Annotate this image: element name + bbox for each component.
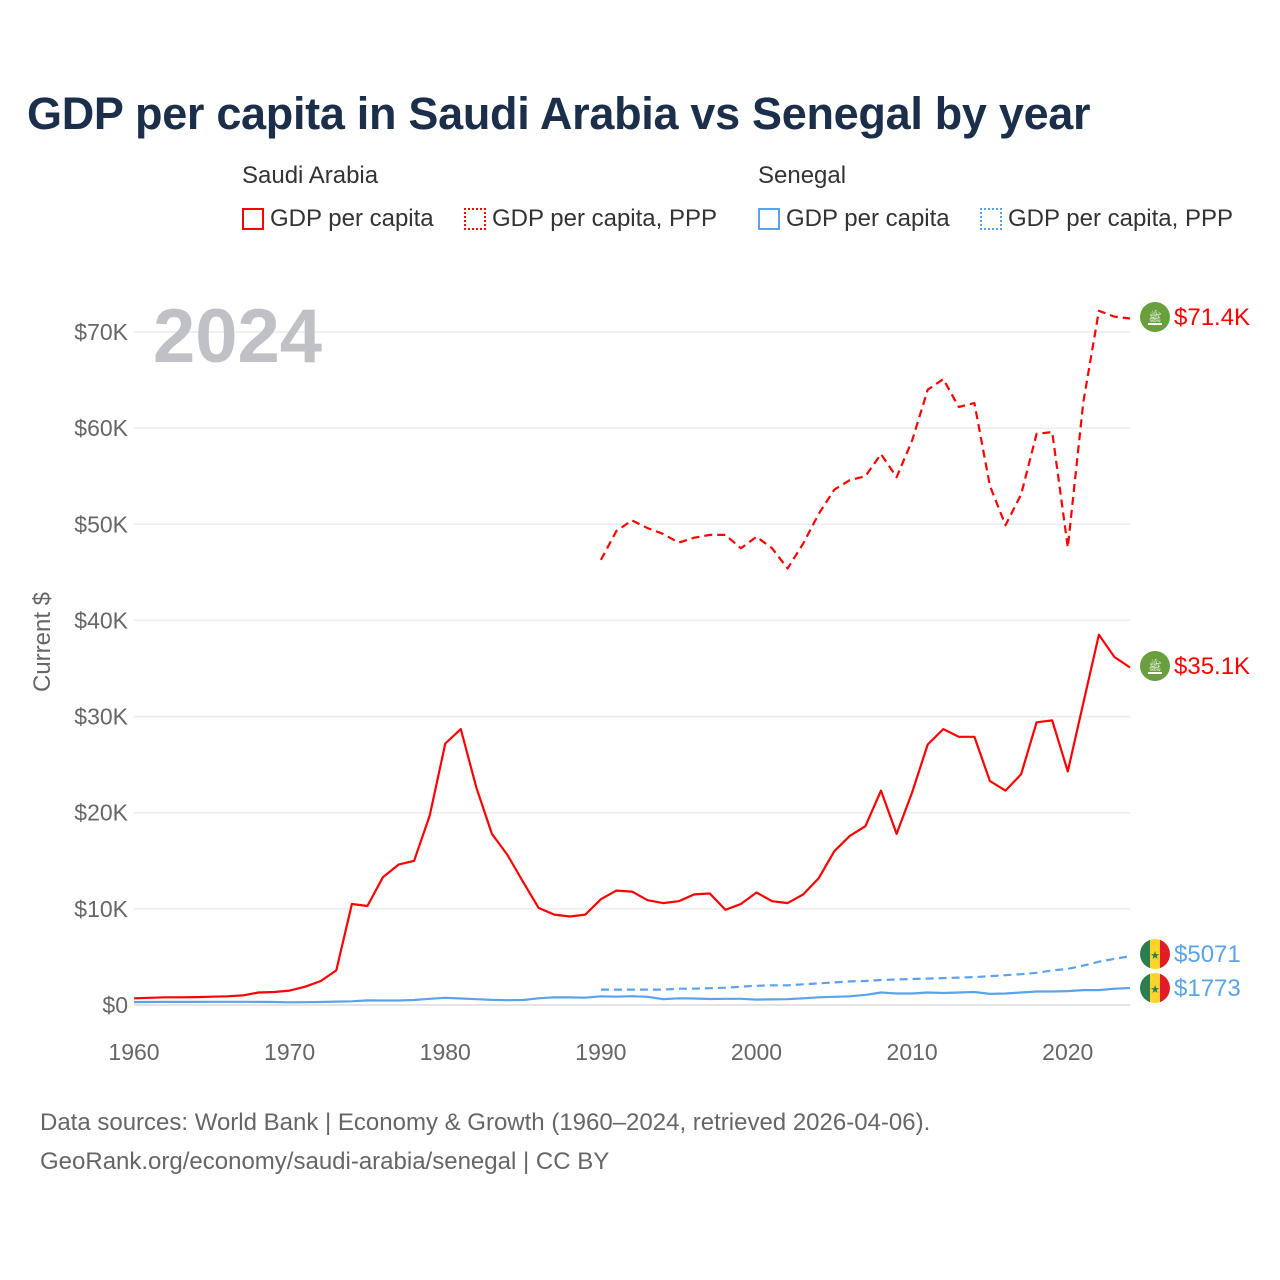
end-label-saudi-ppp: $71.4K	[1174, 304, 1250, 331]
svg-text:ﷺ: ﷺ	[1148, 658, 1161, 673]
legend-senegal-gdp[interactable]: GDP per capita	[758, 205, 950, 233]
svg-text:★: ★	[1150, 950, 1160, 962]
saudi-flag-icon: ﷺ	[1140, 302, 1170, 332]
footer-link[interactable]: GeoRank.org/economy/saudi-arabia/senegal…	[40, 1148, 610, 1175]
legend-saudi-ppp[interactable]: GDP per capita, PPP	[464, 205, 717, 233]
y-tick-label: $30K	[74, 704, 128, 730]
y-tick-label: $60K	[74, 415, 128, 441]
end-label-saudi-gdp: $35.1K	[1174, 653, 1250, 680]
chart-title: GDP per capita in Saudi Arabia vs Senega…	[27, 88, 1091, 139]
legend-label: GDP per capita, PPP	[492, 205, 717, 232]
legend-group-saudi-arabia: Saudi Arabia	[242, 162, 379, 189]
end-label-senegal-ppp: $5071	[1174, 941, 1241, 968]
series-line-senegal-gdp-per-capita-ppp[interactable]	[600, 955, 1131, 991]
saudi-flag-icon: ﷺ	[1140, 651, 1170, 681]
y-tick-label: $10K	[74, 896, 128, 922]
x-tick-label: 1960	[108, 1039, 159, 1065]
series-line-saudi-arabia-gdp-per-capita[interactable]	[133, 633, 1131, 1000]
y-tick-label: $70K	[74, 319, 128, 345]
senegal-flag-icon: ★	[1140, 939, 1170, 969]
y-tick-label: $0	[102, 992, 128, 1018]
senegal-flag-icon: ★	[1140, 973, 1170, 1003]
legend-label: GDP per capita, PPP	[1008, 205, 1233, 232]
legend-label: GDP per capita	[786, 205, 950, 232]
legend-swatch-dotted	[464, 208, 486, 230]
legend-saudi-gdp[interactable]: GDP per capita	[242, 205, 434, 233]
year-overlay: 2024	[153, 294, 322, 379]
x-tick-label: 2000	[731, 1039, 782, 1065]
legend-senegal-ppp[interactable]: GDP per capita, PPP	[980, 205, 1233, 233]
legend-swatch-dotted	[980, 208, 1002, 230]
legend-swatch-solid	[242, 208, 264, 230]
svg-text:★: ★	[1150, 984, 1160, 996]
footer-sources: Data sources: World Bank | Economy & Gro…	[40, 1109, 931, 1136]
legend-swatch-solid	[758, 208, 780, 230]
series-line-saudi-arabia-gdp-per-capita-ppp[interactable]	[599, 309, 1131, 570]
x-tick-label: 2020	[1042, 1039, 1093, 1065]
x-tick-label: 1970	[264, 1039, 315, 1065]
x-tick-label: 1990	[575, 1039, 626, 1065]
svg-text:ﷺ: ﷺ	[1148, 309, 1161, 324]
y-tick-label: $50K	[74, 511, 128, 537]
x-tick-label: 1980	[420, 1039, 471, 1065]
y-tick-label: $20K	[74, 800, 128, 826]
y-axis-label: Current $	[29, 592, 56, 692]
series-line-senegal-gdp-per-capita[interactable]	[133, 986, 1131, 1004]
end-label-senegal-gdp: $1773	[1174, 975, 1241, 1002]
legend-group-senegal: Senegal	[758, 162, 847, 189]
x-tick-label: 2010	[887, 1039, 938, 1065]
y-tick-label: $40K	[74, 607, 128, 633]
legend-label: GDP per capita	[270, 205, 434, 232]
